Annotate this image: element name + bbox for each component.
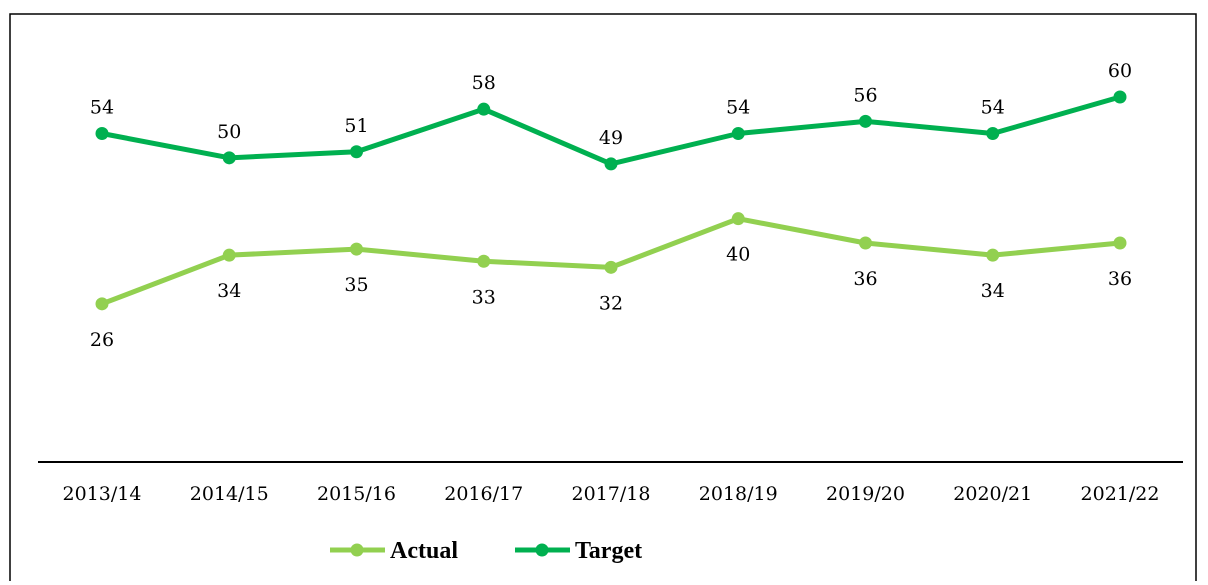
x-tick-label: 2013/14: [63, 483, 142, 505]
data-label: 34: [217, 280, 241, 302]
data-label: 54: [981, 97, 1005, 119]
data-label: 33: [472, 286, 496, 308]
data-point: [477, 102, 491, 116]
data-point: [350, 242, 363, 256]
data-label: 51: [344, 115, 368, 137]
x-tick-label: 2018/19: [699, 483, 778, 505]
data-label: 54: [90, 97, 114, 119]
x-tick-label: 2015/16: [317, 483, 396, 505]
data-point: [1113, 90, 1127, 104]
data-point: [477, 254, 491, 268]
data-label: 34: [981, 280, 1005, 302]
data-point: [95, 127, 109, 140]
legend-marker: [535, 543, 549, 557]
data-label: 49: [599, 127, 623, 149]
data-point: [350, 145, 363, 159]
data-point: [604, 157, 618, 171]
chart-frame: [9, 13, 1197, 585]
data-point: [1113, 236, 1127, 250]
x-tick-label: 2017/18: [572, 483, 651, 505]
data-label: 36: [853, 268, 877, 290]
data-label: 56: [853, 84, 877, 106]
data-label: 50: [217, 121, 241, 143]
data-point: [222, 248, 236, 262]
data-label: 26: [90, 329, 114, 351]
data-label: 54: [726, 97, 750, 119]
data-label: 58: [472, 72, 496, 94]
legend-label: Actual: [390, 538, 458, 564]
data-point: [731, 212, 745, 226]
data-point: [731, 127, 745, 140]
x-tick-label: 2014/15: [190, 483, 269, 505]
data-point: [604, 260, 618, 274]
data-point: [95, 297, 109, 311]
data-point: [222, 151, 236, 165]
x-tick-label: 2016/17: [444, 483, 523, 505]
x-tick-label: 2020/21: [953, 483, 1032, 505]
data-point: [859, 114, 872, 128]
data-point: [986, 127, 1000, 140]
data-point: [986, 248, 1000, 262]
data-label: 60: [1108, 60, 1132, 82]
legend-label: Target: [575, 538, 642, 564]
data-label: 40: [726, 244, 750, 266]
data-label: 35: [344, 274, 368, 296]
legend-marker: [350, 543, 364, 557]
data-label: 32: [599, 292, 623, 314]
data-point: [859, 236, 872, 250]
x-tick-label: 2021/22: [1081, 483, 1160, 505]
x-tick-label: 2019/20: [826, 483, 905, 505]
data-label: 36: [1108, 268, 1132, 290]
